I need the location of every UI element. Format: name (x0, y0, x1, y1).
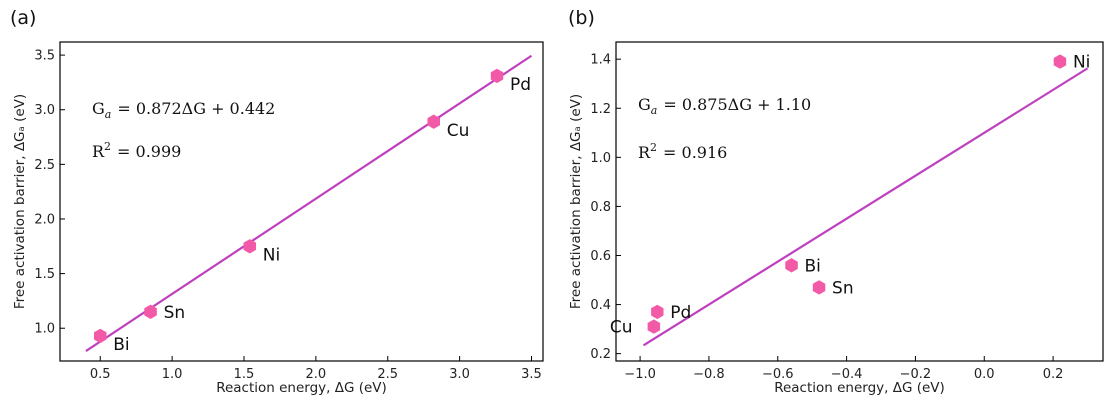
y-axis-label: Free activation barrier, ΔGₐ (eV) (12, 94, 28, 309)
r2-rhs: = 0.916 (663, 143, 727, 162)
x-tick-label: 0.0 (974, 367, 995, 382)
x-tick-label: −0.8 (693, 367, 725, 382)
y-tick-label: 3.0 (34, 103, 55, 118)
y-tick-label: 0.4 (590, 298, 611, 313)
data-point-sn (144, 304, 157, 319)
r2-rhs: = 0.999 (117, 142, 181, 161)
y-tick-label: 1.2 (590, 102, 611, 117)
r-squared: R2 = 0.999 (92, 140, 181, 161)
fit-line (85, 54, 533, 352)
r2-superscript: 2 (650, 141, 657, 154)
r2-lhs: R (638, 143, 651, 162)
equation-subscript: a (651, 104, 658, 117)
data-point-cu (427, 114, 440, 129)
r2-superscript: 2 (104, 140, 111, 153)
equation-lhs: G (92, 99, 105, 118)
y-tick-label: 0.8 (590, 200, 611, 215)
y-tick-label: 0.6 (590, 249, 611, 264)
data-point-bi (785, 258, 798, 273)
x-tick-label: −0.6 (762, 367, 794, 382)
data-point-ni (1053, 54, 1067, 69)
x-tick-label: −0.4 (831, 367, 863, 382)
data-point-ni (243, 239, 256, 254)
x-axis-label: Reaction energy, ΔG (eV) (216, 380, 387, 396)
point-label: Cu (610, 318, 633, 338)
point-label: Bi (113, 335, 129, 355)
y-tick-label: 1.0 (34, 322, 55, 337)
point-label: Pd (670, 303, 691, 323)
data-point-cu (647, 319, 661, 334)
point-label: Sn (832, 278, 854, 298)
plot-frame (615, 41, 1104, 362)
data-point-bi (94, 328, 107, 344)
panel-label: (a) (10, 7, 36, 29)
x-tick-label: 0.2 (1043, 367, 1064, 382)
point-label: Cu (447, 121, 470, 141)
y-tick-label: 1.4 (590, 53, 611, 68)
x-tick-label: 1.5 (234, 367, 255, 382)
x-axis-label: Reaction energy, ΔG (eV) (774, 380, 945, 396)
y-tick-label: 1.5 (34, 267, 55, 282)
equation-subscript: a (105, 108, 112, 121)
r-squared: R2 = 0.916 (638, 141, 727, 162)
data-point-pd (490, 68, 504, 84)
data-point-pd (651, 304, 664, 320)
y-tick-label: 2.0 (34, 212, 55, 227)
y-tick-label: 1.0 (590, 151, 611, 166)
panel-label: (b) (568, 7, 595, 29)
x-tick-label: 0.5 (90, 367, 111, 382)
y-tick-label: 0.2 (590, 347, 611, 362)
fit-equation: Ga = 0.875ΔG + 1.10 (638, 95, 811, 117)
equation-rhs: = 0.875ΔG + 1.10 (663, 95, 811, 114)
y-tick-label: 2.5 (34, 158, 55, 173)
x-tick-label: −0.2 (900, 367, 932, 382)
point-label: Ni (1073, 53, 1090, 73)
data-point-sn (812, 280, 826, 295)
panel-b: (b) Cu Pd Bi Sn Ni −1.0 −0.8 −0.6 −0.4 −0.2 0.0 0.2 0… (568, 7, 1104, 396)
equation-lhs: G (638, 95, 651, 114)
equation-rhs: = 0.872ΔG + 0.442 (117, 99, 275, 118)
x-tick-label: 3.0 (449, 367, 470, 382)
fit-equation: Ga = 0.872ΔG + 0.442 (92, 99, 275, 121)
panel-a: (a) Bi Sn Ni Cu Pd 0.5 1.0 1.5 2.0 2.5 3.0 3.5 1.0 1.5… (10, 7, 544, 396)
x-tick-label: −1.0 (624, 367, 656, 382)
fit-line (642, 67, 1089, 347)
x-tick-label: 2.5 (377, 367, 398, 382)
r2-lhs: R (92, 142, 105, 161)
point-label: Sn (164, 303, 186, 323)
x-tick-label: 1.0 (162, 367, 183, 382)
point-label: Pd (510, 75, 531, 95)
x-tick-label: 2.0 (306, 367, 327, 382)
x-tick-label: 3.5 (521, 367, 542, 382)
plot-frame (59, 41, 544, 362)
point-label: Ni (263, 245, 280, 265)
y-tick-label: 3.5 (34, 49, 55, 64)
y-axis-label: Free activation barrier, ΔGₐ (eV) (568, 94, 584, 309)
point-label: Bi (805, 256, 821, 276)
